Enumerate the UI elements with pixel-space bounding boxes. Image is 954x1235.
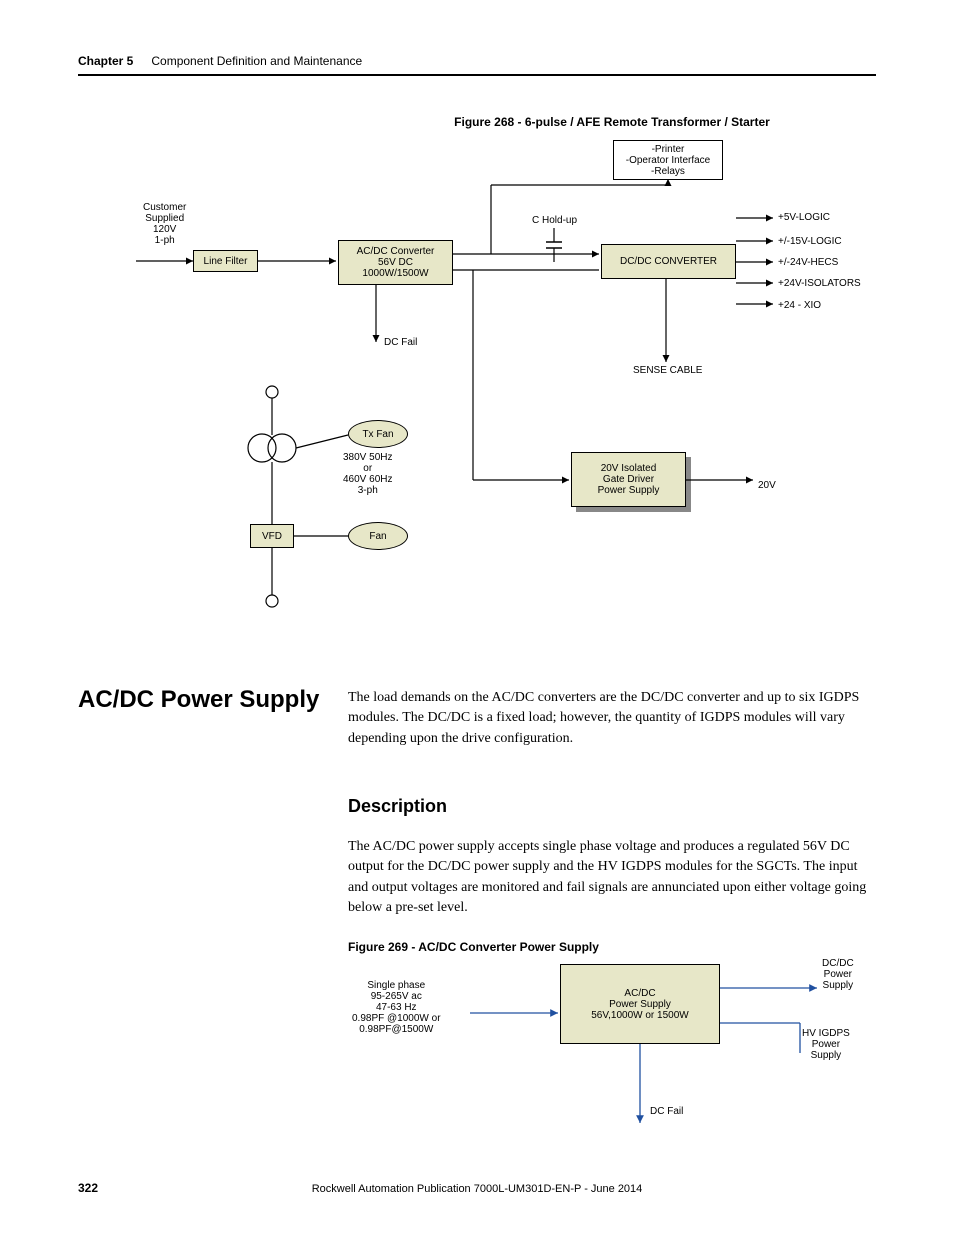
figure-268-connectors bbox=[78, 130, 878, 630]
chapter-title: Component Definition and Maintenance bbox=[151, 54, 362, 68]
gate-driver-box: 20V Isolated Gate Driver Power Supply bbox=[571, 452, 686, 507]
vfd-box: VFD bbox=[250, 524, 294, 548]
dcdc-converter-box: DC/DC CONVERTER bbox=[601, 244, 736, 279]
figure-269-diagram: Single phase 95-265V ac 47-63 Hz 0.98PF … bbox=[300, 958, 880, 1158]
chapter-label: Chapter 5 bbox=[78, 54, 133, 68]
output-15v: +/-15V-LOGIC bbox=[778, 236, 842, 247]
fig269-dcfail: DC Fail bbox=[650, 1106, 683, 1117]
fan-voltage-label: 380V 50Hz or 460V 60Hz 3-ph bbox=[343, 452, 392, 496]
fig269-out2: HV IGDPS Power Supply bbox=[802, 1028, 850, 1061]
c-holdup-label: C Hold-up bbox=[532, 215, 577, 226]
fig269-acdc-box: AC/DC Power Supply 56V,1000W or 1500W bbox=[560, 964, 720, 1044]
customer-supplied-label: Customer Supplied 120V 1-ph bbox=[143, 202, 186, 246]
output-24-xio: +24 - XIO bbox=[778, 300, 821, 311]
printer-box: -Printer -Operator Interface -Relays bbox=[613, 140, 723, 180]
output-24v-hecs: +/-24V-HECS bbox=[778, 257, 838, 268]
figure-268-diagram: -Printer -Operator Interface -Relays Cus… bbox=[78, 130, 878, 630]
subsection-heading: Description bbox=[348, 796, 447, 817]
fan-ellipse: Fan bbox=[348, 522, 408, 550]
publication-info: Rockwell Automation Publication 7000L-UM… bbox=[0, 1183, 954, 1195]
section-para-1: The load demands on the AC/DC converters… bbox=[348, 688, 878, 749]
figure-268-caption: Figure 268 - 6-pulse / AFE Remote Transf… bbox=[348, 115, 876, 129]
sense-cable-label: SENSE CABLE bbox=[633, 365, 702, 376]
fig269-out1: DC/DC Power Supply bbox=[822, 958, 854, 991]
section-heading: AC/DC Power Supply bbox=[78, 686, 319, 714]
output-5v: +5V-LOGIC bbox=[778, 212, 830, 223]
page-header: Chapter 5 Component Definition and Maint… bbox=[78, 54, 876, 76]
figure-269-caption: Figure 269 - AC/DC Converter Power Suppl… bbox=[348, 940, 599, 954]
tx-fan-ellipse: Tx Fan bbox=[348, 420, 408, 448]
line-filter-box: Line Filter bbox=[193, 250, 258, 272]
dc-fail-label: DC Fail bbox=[384, 337, 417, 348]
fig269-input-text: Single phase 95-265V ac 47-63 Hz 0.98PF … bbox=[352, 980, 441, 1035]
acdc-converter-box: AC/DC Converter 56V DC 1000W/1500W bbox=[338, 240, 453, 285]
output-24v-iso: +24V-ISOLATORS bbox=[778, 278, 861, 289]
section-para-2: The AC/DC power supply accepts single ph… bbox=[348, 837, 878, 918]
twenty-v-label: 20V bbox=[758, 480, 776, 491]
